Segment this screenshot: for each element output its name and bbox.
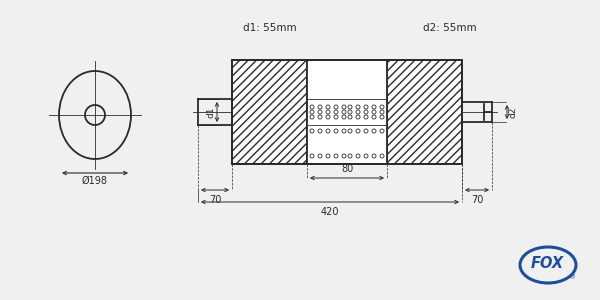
Text: ®: ® <box>569 274 577 280</box>
Text: 80: 80 <box>341 164 353 174</box>
Text: d1: d1 <box>206 106 215 118</box>
Bar <box>387 60 462 164</box>
Text: 420: 420 <box>321 207 339 217</box>
Bar <box>232 60 307 164</box>
Text: FOX: FOX <box>530 256 563 272</box>
Bar <box>232 60 462 164</box>
Bar <box>307 60 387 164</box>
Text: Ø198: Ø198 <box>82 176 108 186</box>
Text: d2: 55mm: d2: 55mm <box>423 23 477 33</box>
Text: 70: 70 <box>209 195 221 205</box>
Text: d2: d2 <box>509 106 517 118</box>
Text: d1: 55mm: d1: 55mm <box>243 23 297 33</box>
Text: 70: 70 <box>471 195 483 205</box>
